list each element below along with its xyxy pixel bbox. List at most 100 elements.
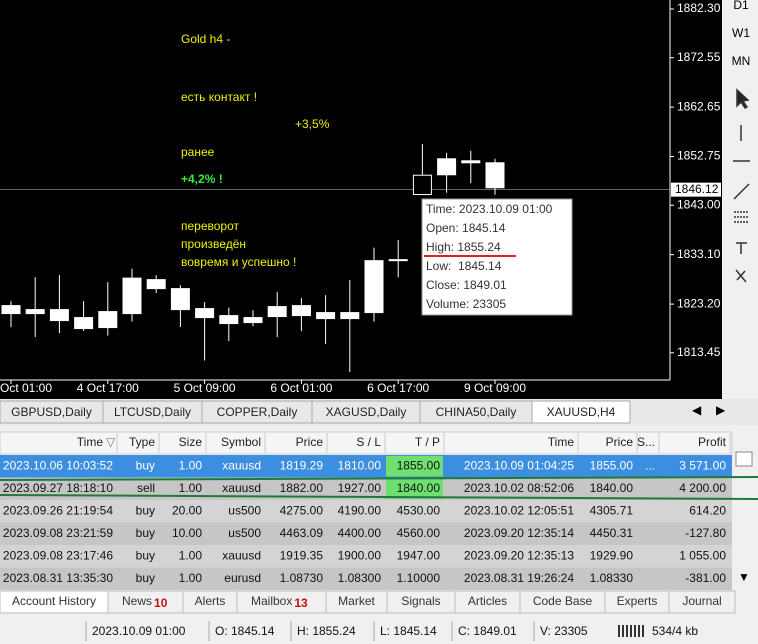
status-item: L: 1845.14 bbox=[380, 624, 437, 638]
bottom-tab-label: Signals bbox=[401, 594, 440, 608]
y-tick-label: 1872.55 bbox=[677, 50, 721, 64]
status-item: H: 1855.24 bbox=[297, 624, 356, 638]
table-cell: 4305.71 bbox=[590, 504, 634, 518]
symbol-tab-label: GBPUSD,Daily bbox=[11, 405, 92, 419]
table-cell: us500 bbox=[228, 504, 261, 518]
channel-icon[interactable] bbox=[734, 211, 748, 223]
table-cell: ... bbox=[645, 459, 655, 473]
text-icon[interactable] bbox=[736, 242, 747, 254]
bottom-tab-label: Journal bbox=[682, 594, 721, 608]
tp-highlight bbox=[386, 456, 443, 477]
x-tick-label: 5 Oct 09:00 bbox=[174, 381, 236, 395]
table-cell: 4 200.00 bbox=[679, 481, 726, 495]
candle-body bbox=[461, 160, 481, 164]
y-tick-label: 1862.65 bbox=[677, 99, 721, 113]
table-cell: 2023.10.06 10:03:52 bbox=[3, 459, 113, 473]
table-cell: 1.00 bbox=[179, 571, 203, 585]
status-item: 534/4 kb bbox=[652, 624, 698, 638]
tooltip-line: Time: 2023.10.09 01:00 bbox=[426, 202, 553, 216]
tooltip-line: Open: 1845.14 bbox=[426, 221, 506, 235]
trendline-icon[interactable] bbox=[733, 183, 750, 200]
table-cell: buy bbox=[136, 504, 155, 518]
annotation: вовремя и успешно ! bbox=[181, 255, 296, 269]
sort-arrow: ▽ bbox=[106, 435, 116, 449]
annotation-line bbox=[0, 494, 758, 500]
table-cell: 1.10000 bbox=[397, 571, 441, 585]
table-row[interactable] bbox=[0, 500, 732, 523]
bottom-tab[interactable] bbox=[668, 590, 736, 614]
current-price-label: 1846.12 bbox=[675, 182, 719, 196]
table-cell: 2023.09.26 21:19:54 bbox=[3, 504, 113, 518]
scrollbar-thumb[interactable] bbox=[735, 451, 753, 467]
table-cell: 1.08730 bbox=[280, 571, 324, 585]
table-header-cell[interactable]: Time bbox=[548, 435, 575, 449]
connection-icon bbox=[618, 625, 644, 637]
candle-body bbox=[146, 279, 166, 290]
tab-badge: 10 bbox=[154, 596, 168, 610]
table-cell: 4400.00 bbox=[338, 526, 382, 540]
x-tick-label: 6 Oct 17:00 bbox=[367, 381, 429, 395]
table-row[interactable] bbox=[0, 455, 732, 478]
table-cell: buy bbox=[136, 571, 155, 585]
table-cell: 1.08300 bbox=[338, 571, 382, 585]
table-header-cell[interactable]: T / P bbox=[415, 435, 440, 449]
scroll-down[interactable]: ▼ bbox=[738, 570, 750, 584]
table-row[interactable] bbox=[0, 477, 732, 501]
table-cell: 4275.00 bbox=[280, 504, 324, 518]
bottom-tab-label: Account History bbox=[12, 594, 96, 608]
table-row[interactable] bbox=[0, 545, 732, 568]
table-cell: eurusd bbox=[224, 571, 261, 585]
candle-body bbox=[388, 259, 408, 262]
table-cell: 2023.09.20 12:35:13 bbox=[464, 549, 574, 563]
bottom-tab-label: Mailbox bbox=[251, 594, 292, 608]
tp-highlight bbox=[386, 478, 443, 499]
timeframe-button[interactable]: W1 bbox=[732, 26, 750, 40]
timeframe-button[interactable]: D1 bbox=[733, 0, 749, 12]
table-header-cell[interactable]: Time bbox=[77, 435, 104, 449]
table-cell: 2023.10.02 12:05:51 bbox=[464, 504, 574, 518]
symbol-tab-label: COPPER,Daily bbox=[217, 405, 298, 419]
table-cell: 1855.00 bbox=[590, 459, 634, 473]
table-header-cell[interactable]: S... bbox=[637, 435, 655, 449]
table-cell: 4463.09 bbox=[280, 526, 324, 540]
table-header-cell[interactable]: Type bbox=[129, 435, 155, 449]
table-cell: 20.00 bbox=[172, 504, 202, 518]
table-cell: 2023.09.20 12:35:14 bbox=[464, 526, 574, 540]
table-header-cell[interactable]: Price bbox=[296, 435, 324, 449]
bottom-tab-label: Market bbox=[338, 594, 375, 608]
y-tick-label: 1823.20 bbox=[677, 296, 721, 310]
symbol-tab[interactable] bbox=[531, 400, 631, 424]
annotation: +4,2% ! bbox=[181, 172, 223, 186]
candle-body bbox=[49, 309, 69, 322]
y-tick-label: 1852.75 bbox=[677, 149, 721, 163]
table-cell: 4190.00 bbox=[338, 504, 382, 518]
label-icon[interactable] bbox=[735, 269, 747, 283]
timeframe-button[interactable]: MN bbox=[732, 54, 751, 68]
table-header-cell[interactable]: Symbol bbox=[221, 435, 261, 449]
cursor-icon[interactable] bbox=[736, 88, 750, 109]
table-header-cell[interactable]: Price bbox=[606, 435, 634, 449]
table-cell: 1.00 bbox=[179, 481, 203, 495]
table-cell: 1840.00 bbox=[590, 481, 634, 495]
candle-body bbox=[98, 311, 118, 329]
current-price-box bbox=[671, 182, 721, 197]
candle-body bbox=[437, 158, 457, 176]
table-row[interactable] bbox=[0, 522, 732, 546]
tab-scroll-left[interactable]: ◀ bbox=[692, 403, 702, 417]
table-cell: 614.20 bbox=[689, 504, 726, 518]
table-header-cell[interactable]: Size bbox=[179, 435, 203, 449]
candle-body bbox=[340, 312, 360, 320]
table-cell: 1 055.00 bbox=[679, 549, 726, 563]
table-row[interactable] bbox=[0, 567, 732, 591]
table-header-cell[interactable]: S / L bbox=[356, 435, 381, 449]
bottom-tab-label: News bbox=[122, 594, 152, 608]
y-tick-label: 1882.30 bbox=[677, 1, 721, 15]
symbol-tab-label: XAGUSD,Daily bbox=[326, 405, 407, 419]
tab-scroll-right[interactable]: ▶ bbox=[716, 403, 726, 417]
table-header-cell[interactable]: Profit bbox=[698, 435, 727, 449]
candle-body bbox=[170, 288, 190, 311]
table-cell: 2023.09.08 23:21:59 bbox=[3, 526, 113, 540]
table-cell: 1810.00 bbox=[338, 459, 382, 473]
table-cell: 4560.00 bbox=[397, 526, 441, 540]
